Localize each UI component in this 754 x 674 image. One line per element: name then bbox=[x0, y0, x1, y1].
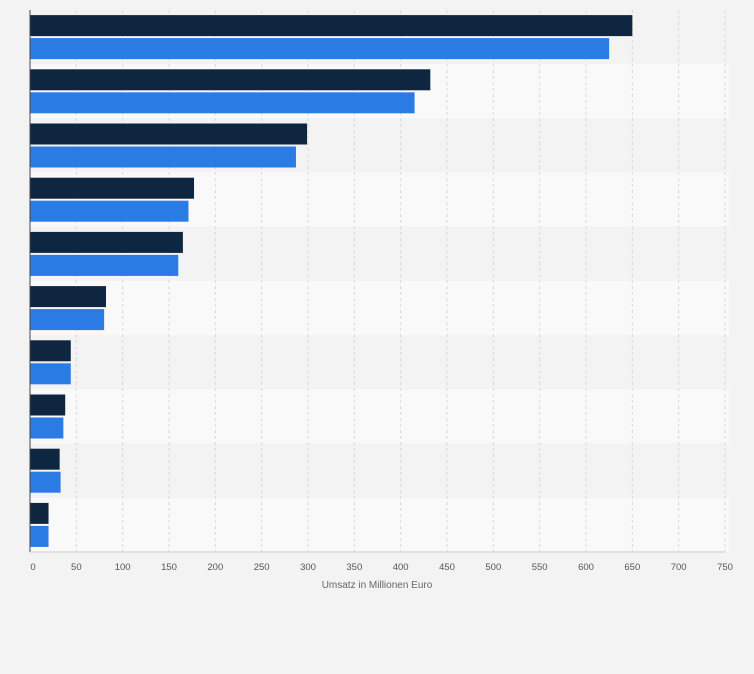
bar bbox=[30, 231, 183, 253]
bar bbox=[30, 471, 61, 493]
x-tick-label: 550 bbox=[532, 562, 548, 573]
x-tick-label: 650 bbox=[624, 562, 640, 573]
bar bbox=[30, 177, 195, 199]
axes bbox=[29, 10, 725, 553]
bar bbox=[30, 200, 189, 222]
bar bbox=[30, 92, 415, 114]
bar bbox=[30, 309, 105, 331]
row-band bbox=[30, 335, 729, 390]
x-tick-label: 200 bbox=[207, 562, 223, 573]
bar bbox=[30, 340, 71, 362]
x-axis-label: Umsatz in Millionen Euro bbox=[322, 580, 433, 591]
row-band bbox=[30, 389, 729, 444]
bar bbox=[30, 394, 66, 416]
bar bbox=[30, 254, 179, 276]
bar bbox=[30, 525, 49, 547]
bar bbox=[30, 448, 60, 470]
row-band bbox=[30, 443, 729, 498]
row-band bbox=[30, 281, 729, 336]
bars bbox=[30, 15, 633, 547]
bar bbox=[30, 417, 64, 439]
x-tick-label: 50 bbox=[71, 562, 82, 573]
x-tick-label: 450 bbox=[439, 562, 455, 573]
x-tick-label: 0 bbox=[30, 562, 35, 573]
x-tick-label: 300 bbox=[300, 562, 316, 573]
x-tick-label: 100 bbox=[115, 562, 131, 573]
x-tick-label: 600 bbox=[578, 562, 594, 573]
bar bbox=[30, 123, 308, 145]
row-bands bbox=[30, 10, 729, 552]
bar bbox=[30, 69, 431, 91]
x-tick-label: 400 bbox=[393, 562, 409, 573]
bar bbox=[30, 502, 49, 524]
x-tick-label: 250 bbox=[254, 562, 270, 573]
x-tick-labels: 0 50 100 150 200 250 300 350 400 450 500 550 600 650 7… bbox=[30, 562, 733, 573]
x-tick-label: 750 bbox=[717, 562, 733, 573]
x-tick-label: 700 bbox=[671, 562, 687, 573]
bar bbox=[30, 38, 610, 60]
bar bbox=[30, 15, 633, 37]
bar bbox=[30, 363, 71, 385]
x-tick-label: 350 bbox=[346, 562, 362, 573]
row-band bbox=[30, 497, 729, 552]
x-tick-label: 500 bbox=[485, 562, 501, 573]
bar bbox=[30, 146, 296, 168]
x-tick-label: 150 bbox=[161, 562, 177, 573]
bar bbox=[30, 286, 106, 308]
